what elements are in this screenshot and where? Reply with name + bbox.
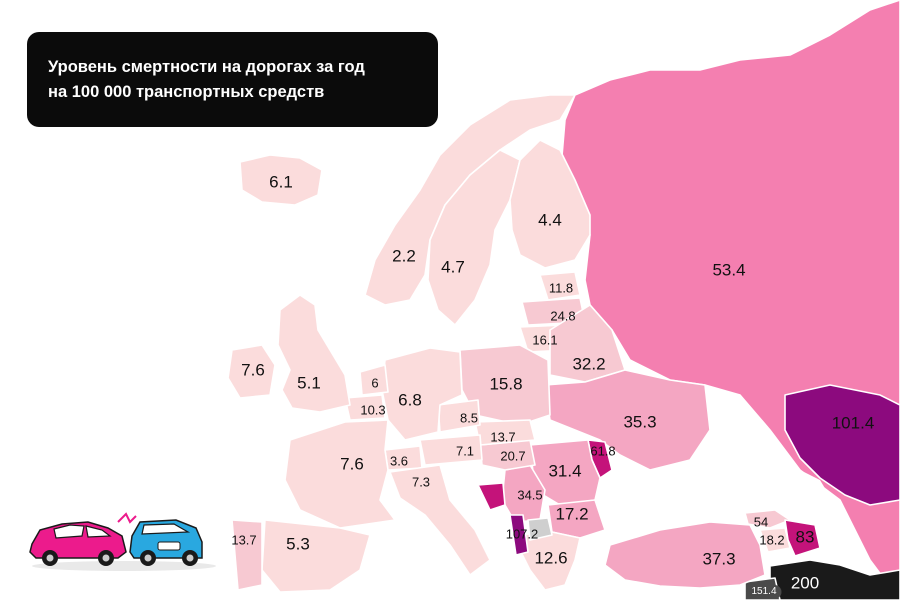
germany-value: 6.8 <box>398 390 422 410</box>
azerbaijan-value: 83 <box>795 527 815 547</box>
iceland-value: 6.1 <box>269 172 293 192</box>
hungary-value: 20.7 <box>500 448 526 464</box>
ireland-value: 7.6 <box>241 360 265 380</box>
armenia-value: 18.2 <box>759 532 785 548</box>
iran-value: 200 <box>790 573 820 593</box>
uk-value: 5.1 <box>297 373 321 393</box>
uk-region <box>277 294 351 413</box>
poland-value: 15.8 <box>489 374 523 394</box>
austria-region <box>419 434 483 466</box>
finland-value: 4.4 <box>538 210 562 230</box>
netherlands-value: 6 <box>371 375 379 391</box>
spain-region <box>261 519 371 593</box>
belgium-region <box>344 394 386 421</box>
norway-region <box>364 94 576 306</box>
azerbaijan-region <box>784 519 821 557</box>
moldova-value: 61.8 <box>590 443 616 459</box>
slovakia-value: 13.7 <box>490 429 516 445</box>
serbia-value: 34.5 <box>517 487 543 503</box>
title-box: Уровень смертности на дорогах за год на … <box>27 32 438 127</box>
bosnia-region <box>477 482 506 511</box>
kazakhstan-value: 101.4 <box>831 413 875 433</box>
ukraine-region <box>544 369 711 471</box>
finland-region <box>509 139 591 269</box>
norway-value: 2.2 <box>392 246 416 266</box>
switzerland-value: 3.6 <box>389 453 409 469</box>
estonia-value: 11.8 <box>548 280 574 296</box>
portugal-value: 13.7 <box>231 532 257 548</box>
belarus-value: 32.2 <box>572 354 606 374</box>
ukraine-value: 35.3 <box>623 412 657 432</box>
lithuania-value: 16.1 <box>532 332 558 348</box>
caspian-sea <box>790 470 840 555</box>
russia-region <box>559 0 900 600</box>
title-line-1: Уровень смертности на дорогах за год <box>48 57 365 76</box>
albania-region <box>509 514 529 556</box>
estonia-region <box>539 271 581 301</box>
turkey-region <box>604 521 766 589</box>
ireland-region <box>227 344 276 399</box>
italy-value: 7.3 <box>411 474 431 490</box>
romania-value: 31.4 <box>548 461 582 481</box>
armenia-region <box>759 527 791 553</box>
poland-region <box>459 344 551 426</box>
macedonia-region <box>527 517 553 541</box>
car-crash-icon <box>29 512 216 571</box>
greece-value: 12.6 <box>534 548 568 568</box>
bulgaria-value: 17.2 <box>555 504 589 524</box>
syria-value: 151.4 <box>746 585 782 599</box>
italy-region <box>389 464 491 576</box>
austria-value: 7.1 <box>455 443 475 459</box>
bulgaria-region <box>547 499 606 539</box>
belgium-value: 10.3 <box>360 402 386 418</box>
sweden-value: 4.7 <box>441 257 465 277</box>
georgia-value: 54 <box>753 514 769 530</box>
turkey-value: 37.3 <box>702 549 736 569</box>
greece-region <box>517 531 581 591</box>
kazakhstan-region <box>784 384 900 506</box>
france-region <box>284 419 396 529</box>
germany-region <box>381 347 463 441</box>
sweden-region <box>427 149 521 326</box>
title-line-2: на 100 000 транспортных средств <box>48 82 325 101</box>
spain-value: 5.3 <box>286 534 310 554</box>
georgia-region <box>744 509 791 529</box>
netherlands-region <box>359 364 389 396</box>
czechia-value: 8.5 <box>459 410 479 426</box>
iceland-region <box>239 154 323 206</box>
portugal-region <box>231 519 263 591</box>
latvia-value: 24.8 <box>550 308 576 324</box>
iran-region <box>769 559 900 600</box>
russia-value: 53.4 <box>712 260 746 280</box>
albania-value: 107.2 <box>505 526 539 542</box>
france-value: 7.6 <box>340 454 364 474</box>
